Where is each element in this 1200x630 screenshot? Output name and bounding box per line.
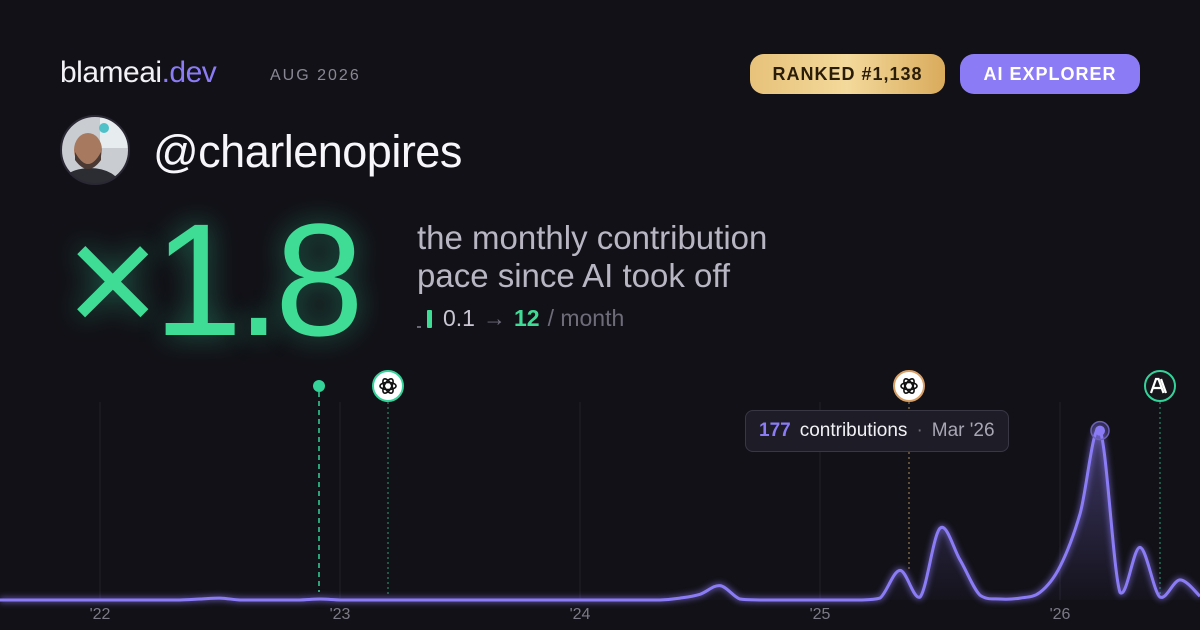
pace-arrow: → [482, 305, 506, 331]
rank-badge: RANKED #1,138 [750, 54, 945, 94]
pace-before: 0.1 [443, 305, 475, 331]
pace: 0.1 → 12 / month [417, 305, 624, 332]
plot: '22 '23 '24 '25 '26 [0, 420, 1200, 623]
tooltip-date: Mar '26 [931, 420, 995, 441]
multiplier: ×1.8 [66, 190, 364, 369]
area [0, 429, 1200, 600]
tooltip-label: contributions [799, 420, 908, 441]
description-line: pace since AI took off [417, 257, 731, 294]
openai-icon [372, 370, 404, 402]
period: AUG 2026 [270, 67, 361, 84]
x-tick-label: '23 [330, 606, 351, 623]
pace-after: 12 [513, 305, 540, 331]
brand: blameai.dev [60, 56, 217, 90]
line-glow [0, 426, 1200, 604]
x-tick-label: '26 [1050, 606, 1071, 623]
username: @charlenopires [153, 126, 462, 177]
pace-unit: / month [547, 305, 625, 331]
openai-glyph [900, 378, 918, 394]
event-markers [313, 370, 1176, 598]
x-tick-label: '24 [570, 606, 591, 623]
anthropic-glyph [1149, 377, 1168, 394]
brand-name: blameai [60, 56, 162, 89]
tier-badge: AI EXPLORER [960, 54, 1140, 94]
tooltip-value: 177 [759, 420, 791, 441]
x-tick-label: '22 [90, 606, 111, 623]
description: the monthly contribution pace since AI t… [417, 219, 767, 295]
avatar [60, 115, 130, 185]
peak-point [1095, 425, 1105, 436]
event-dot [313, 380, 325, 392]
tooltip-separator: · [916, 420, 923, 441]
tooltip: 177 contributions · Mar '26 [745, 410, 1009, 452]
openai-glyph [379, 378, 397, 394]
brand-suffix: .dev [161, 56, 217, 89]
line [0, 427, 1200, 602]
openai-icon [893, 370, 925, 402]
x-tick-label: '25 [810, 606, 831, 623]
description-line: the monthly contribution [417, 219, 768, 256]
pace-icon [417, 309, 432, 328]
